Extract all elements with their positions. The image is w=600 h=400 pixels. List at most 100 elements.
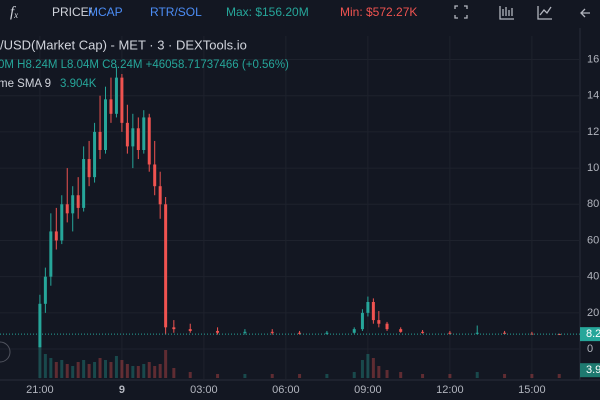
- mcap-toggle[interactable]: MCAP: [88, 5, 123, 19]
- candle-body: [270, 331, 274, 333]
- volume-bar: [216, 374, 220, 378]
- x-tick-label: 9: [119, 384, 125, 396]
- volume-bar: [475, 372, 479, 378]
- volume-bar: [109, 362, 113, 378]
- volume-bar: [147, 362, 151, 378]
- volume-bar: [158, 364, 162, 378]
- volume-bar: [360, 360, 364, 378]
- candle-body: [131, 128, 135, 147]
- y-tick-label: 10: [587, 162, 599, 174]
- fx-icon[interactable]: fx: [10, 4, 18, 20]
- candle-body: [503, 332, 507, 334]
- volume-bar: [120, 360, 124, 378]
- volume-bar: [104, 360, 108, 378]
- back-button[interactable]: [580, 8, 590, 18]
- candle-body: [71, 195, 75, 214]
- candle-body: [54, 231, 58, 241]
- volume-sma-tag: [580, 363, 600, 378]
- volume-bar: [172, 368, 176, 378]
- y-tick-label: 16: [587, 53, 599, 65]
- candle-body: [43, 276, 47, 304]
- volume-bar: [71, 366, 75, 378]
- candle-body: [104, 99, 108, 150]
- candle-body: [298, 332, 302, 334]
- x-tick-label: 06:00: [272, 384, 300, 396]
- candle-body: [216, 330, 220, 333]
- volume-bar: [82, 360, 86, 378]
- volume-bar: [366, 354, 370, 378]
- y-tick-label: 0: [587, 343, 593, 355]
- candle-body: [172, 327, 176, 330]
- volume-bar: [98, 358, 102, 378]
- x-tick-label: 12:00: [436, 384, 464, 396]
- candle-body: [142, 117, 146, 150]
- pair-toggle[interactable]: RTR/SOL: [150, 5, 202, 19]
- volume-bar: [421, 374, 425, 378]
- candle-body: [557, 334, 561, 336]
- volume-bar: [153, 366, 157, 378]
- volume-bar: [352, 372, 356, 378]
- candle-body: [164, 204, 168, 328]
- candle-body: [38, 303, 42, 348]
- candle-body: [147, 117, 151, 165]
- volume-bar: [371, 358, 375, 378]
- volume-bar: [377, 366, 381, 378]
- last-price-tag: [580, 327, 600, 342]
- candle-body: [158, 186, 162, 205]
- fullscreen-icon[interactable]: [454, 5, 468, 19]
- y-tick-label: 40: [587, 271, 599, 283]
- volume-bar: [49, 358, 53, 378]
- last-price-label: 8.2: [586, 328, 600, 340]
- x-tick-label: 09:00: [354, 384, 382, 396]
- volume-bar: [385, 370, 389, 378]
- candle-body: [360, 312, 364, 330]
- candle-body: [82, 159, 86, 208]
- candle-body: [125, 122, 129, 147]
- volume-sma-label: 3.9: [586, 364, 600, 376]
- volume-bar: [557, 374, 561, 378]
- legend-sma: me SMA 9: [0, 78, 51, 90]
- y-tick-label: 60: [587, 234, 599, 246]
- volume-bar: [448, 374, 452, 378]
- y-tick-label: 20: [587, 307, 599, 319]
- volume-bar: [60, 360, 64, 378]
- candle-body: [114, 77, 118, 114]
- volume-bar: [142, 364, 146, 378]
- volume-bar: [188, 372, 192, 378]
- candle-body: [49, 231, 53, 277]
- y-tick-label: 80: [587, 198, 599, 210]
- volume-bar: [164, 350, 168, 378]
- volume-bar: [136, 366, 140, 378]
- candle-body: [399, 329, 403, 332]
- candle-body: [421, 331, 425, 333]
- volume-bar: [87, 364, 91, 378]
- price-toggle[interactable]: PRICE/: [52, 5, 93, 19]
- volume-bar: [43, 354, 47, 378]
- legend-sma-value: 3.904K: [60, 78, 97, 90]
- y-tick-label: 14: [587, 90, 599, 102]
- volume-bar: [270, 374, 274, 378]
- indicators-icon[interactable]: [537, 6, 552, 20]
- volume-bar: [93, 362, 97, 378]
- legend-ohlc: 0M H8.24M L8.04M C8.24M +46058.71737466 …: [0, 59, 289, 71]
- candle-body: [136, 128, 140, 150]
- candle-body: [98, 131, 102, 150]
- volume-bar: [54, 362, 58, 378]
- volume-bar: [125, 364, 129, 378]
- volume-bar: [503, 374, 507, 378]
- scroll-button[interactable]: [0, 341, 11, 363]
- legend-title: /USD(Market Cap) - MET · 3 · DEXTools.io: [0, 37, 247, 52]
- volume-bar: [114, 356, 118, 378]
- volume-bar: [65, 364, 69, 378]
- candle-body: [325, 332, 329, 334]
- min-label: Min: $572.27K: [340, 5, 417, 19]
- volume-bar: [530, 374, 534, 378]
- candle-body: [243, 331, 247, 333]
- candles-icon[interactable]: [499, 6, 514, 20]
- plot: 16 14 12 10 80 60 40 20 0 21:00 9 03:00 06:00 09:00 12…: [0, 28, 600, 396]
- candle-body: [60, 204, 64, 241]
- max-label: Max: $156.20M: [226, 5, 309, 19]
- x-tick-label: 03:00: [190, 384, 218, 396]
